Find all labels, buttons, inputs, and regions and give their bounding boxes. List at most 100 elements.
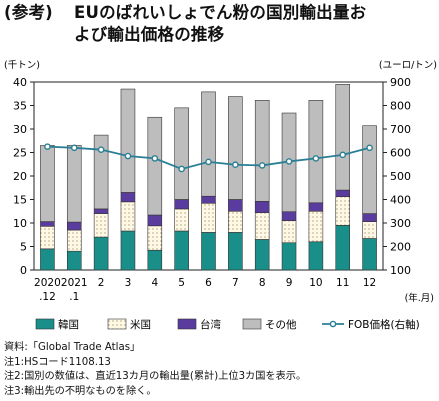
x-tick-label: 2 (98, 277, 105, 289)
bar-segment (335, 225, 351, 271)
bar-segment (362, 213, 377, 222)
bar-segment (254, 239, 270, 271)
bar-segment (308, 202, 324, 212)
bar-segment (281, 220, 297, 244)
x-tick-label: 6 (205, 277, 212, 289)
fob-price-point (178, 165, 185, 173)
bar-segment (93, 134, 109, 210)
left-tick-label: 30 (13, 123, 27, 136)
bar-segment (281, 211, 297, 221)
x-tick-label: 11 (336, 277, 349, 289)
fob-price-point (232, 161, 239, 169)
bar-segment (308, 100, 324, 204)
bar-segment (93, 213, 109, 238)
bar-segment (201, 232, 216, 271)
fob-price-point (44, 143, 51, 150)
bar-segment (228, 210, 243, 233)
right-tick-label: 200 (390, 241, 411, 254)
left-tick-label: 35 (13, 100, 27, 113)
x-tick-label: 7 (232, 277, 239, 289)
bar-segment (254, 201, 270, 213)
legend-swatch (107, 318, 127, 330)
x-axis-unit: (年.月) (405, 292, 434, 304)
bar-segment (120, 88, 136, 193)
bar-segment (174, 199, 189, 210)
note-2: 注2:国別の数値は、直近13カ月の輸出量(累計)上位3カ国を表示。 (4, 371, 307, 382)
right-tick-label: 700 (390, 123, 411, 136)
left-tick-label: 15 (13, 194, 27, 207)
fob-price-point (151, 155, 159, 162)
left-tick-label: 0 (20, 264, 27, 277)
fob-price-point (258, 162, 266, 169)
bar-segment (362, 125, 377, 214)
bar-segment (120, 201, 136, 232)
chart-title: (参考) EUのばれいしょでん粉の国別輸出量お よび輸出価格の推移 (4, 2, 436, 46)
bar-segment (335, 189, 351, 197)
legend-swatch (242, 318, 262, 330)
bar-segment (174, 230, 189, 271)
bar-segment (308, 241, 324, 271)
bar-segment (281, 242, 297, 271)
bar-segment (40, 145, 55, 222)
bar-segment (93, 236, 109, 271)
left-tick-label: 25 (13, 147, 27, 160)
fob-price-point (205, 158, 212, 166)
right-tick-label: 300 (390, 217, 411, 230)
legend-line-marker (329, 320, 337, 328)
x-tick-label: 12 (363, 277, 376, 289)
x-tick-label: 10 (309, 277, 322, 289)
legend-label: 韓国 (58, 319, 79, 331)
title-tag: (参考) (4, 3, 53, 22)
legend-label: 米国 (130, 318, 151, 331)
right-tick-label: 800 (390, 100, 411, 113)
legend-label: 台湾 (200, 318, 221, 331)
bar-segment (66, 145, 82, 223)
bar-segment (228, 232, 243, 271)
bar-segment (201, 195, 216, 204)
bar-segment (40, 221, 55, 227)
bar-segment (40, 248, 55, 271)
bar-segment (66, 250, 82, 271)
fob-price-point (97, 146, 105, 153)
title-line-2: よび輸出価格の推移 (74, 25, 225, 44)
right-tick-label: 400 (390, 194, 411, 207)
bar-segment (120, 192, 136, 203)
x-tick-label: 3 (125, 277, 132, 289)
bar-segment (147, 116, 163, 216)
bar-segment (335, 196, 351, 226)
legend-label: FOB価格(右軸) (348, 318, 420, 331)
bar-segment (174, 107, 189, 200)
bar-segment (174, 208, 189, 232)
fob-price-point (312, 155, 320, 162)
note-3: 注3:輸出先の不明なものを除く。 (4, 385, 157, 397)
bar-segment (201, 91, 216, 197)
bar-segment (362, 238, 377, 271)
fob-price-point (285, 158, 293, 165)
fob-price-point (124, 152, 132, 160)
note-source: 資料:「Global Trade Atlas」 (4, 342, 141, 353)
legend-swatch (177, 318, 197, 330)
left-tick-label: 10 (13, 217, 27, 230)
title-line-1: EUのばれいしょでん粉の国別輸出量お (74, 3, 367, 22)
bar-segment (147, 225, 163, 251)
right-axis-unit: (ユーロ/トン) (379, 60, 437, 71)
legend-label: その他 (265, 318, 297, 331)
bar-segment (362, 221, 377, 239)
bar-segment (254, 212, 270, 240)
fob-price-point (70, 144, 78, 152)
bar-segment (335, 84, 351, 191)
bar-segment (66, 221, 82, 231)
bar-segment (254, 100, 270, 202)
bar-segment (120, 230, 136, 271)
bar-segment (147, 249, 163, 271)
bar-segment (308, 210, 324, 243)
right-tick-label: 500 (390, 170, 411, 183)
x-tick-label: 5 (178, 277, 185, 289)
stacked-bar-line-chart: 0510152025303540100200300400500600700800… (4, 60, 437, 331)
bar-segment (201, 202, 216, 233)
right-tick-label: 600 (390, 147, 411, 160)
x-tick-label: 8 (259, 277, 266, 289)
left-tick-label: 5 (20, 241, 27, 254)
left-tick-label: 40 (13, 76, 27, 89)
bar-segment (40, 225, 55, 250)
